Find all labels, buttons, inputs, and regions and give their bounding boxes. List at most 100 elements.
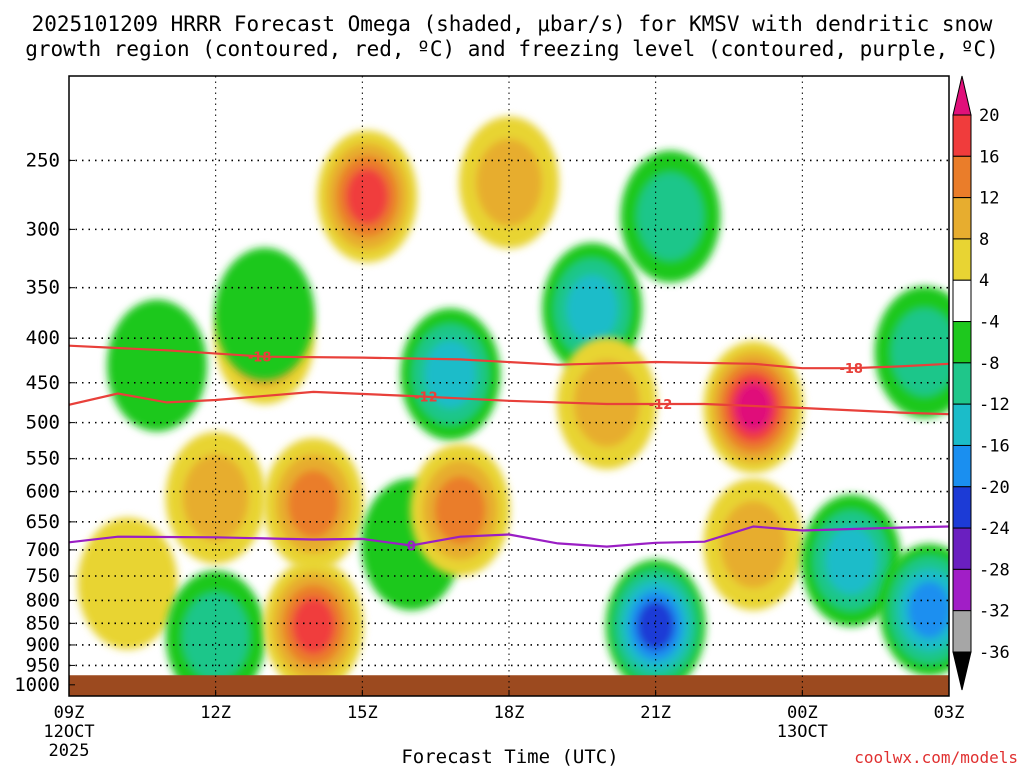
y-tick-label: 250 xyxy=(26,149,60,171)
omega-band xyxy=(637,600,675,651)
y-tick-label: 350 xyxy=(26,277,60,299)
omega-band xyxy=(214,247,315,380)
omega-colorbar: 20 16 12 8 4 -4 -8 -12 -16 -20 -24 -28 -32 -36 xyxy=(952,75,1010,691)
x-tick-label: 15Z xyxy=(347,703,378,723)
omega-feature-up-5 xyxy=(214,247,315,380)
y-tick-label: 900 xyxy=(26,634,60,656)
x-axis-label: Forecast Time (UTC) xyxy=(401,746,618,768)
colorbar-segment xyxy=(952,155,972,199)
colorbar-label: -24 xyxy=(979,519,1010,539)
colorbar-segment xyxy=(952,197,972,240)
y-tick-label: 550 xyxy=(26,448,60,470)
colorbar-segment xyxy=(952,321,972,364)
colorbar-segment xyxy=(952,568,972,612)
omega-band xyxy=(424,340,476,409)
omega-feature-down-18 xyxy=(703,478,804,611)
colorbar-segment xyxy=(952,486,972,529)
y-tick-label: 800 xyxy=(26,589,60,611)
omega-band xyxy=(292,597,335,654)
omega-feature-up-0 xyxy=(107,299,207,432)
x-tick-label: 09Z xyxy=(54,703,85,723)
omega-feature-down-11 xyxy=(410,444,511,577)
omega-band xyxy=(107,299,207,432)
colorbar-label: 16 xyxy=(979,147,999,167)
y-tick-label: 400 xyxy=(26,327,60,349)
omega-band xyxy=(637,172,704,261)
omega-band xyxy=(908,581,949,638)
colorbar-bottom-arrow xyxy=(952,651,972,691)
colorbar-segment xyxy=(952,362,972,405)
colorbar-label: 8 xyxy=(979,230,989,250)
omega-feature-up-9 xyxy=(400,308,501,441)
ground-terrain-bar xyxy=(69,675,949,696)
omega-feature-up-20 xyxy=(879,543,949,676)
chart-title-line1: 2025101209 HRRR Forecast Omega (shaded, … xyxy=(32,12,993,36)
colorbar-top-arrow xyxy=(952,75,972,116)
colorbar-segment xyxy=(952,238,972,281)
chart-title-line2: growth region (contoured, red, ºC) and f… xyxy=(25,37,999,61)
colorbar-segment xyxy=(952,444,972,488)
contour-label: -12 xyxy=(414,391,438,406)
x-tick-label: 12Z xyxy=(200,703,231,723)
omega-band xyxy=(720,500,787,589)
colorbar-label: -8 xyxy=(979,354,999,374)
x-tick-label: 21Z xyxy=(640,703,671,723)
omega-feature-down-4 xyxy=(165,431,266,564)
omega-feature-down-7 xyxy=(263,437,364,570)
colorbar-label: -16 xyxy=(979,436,1010,456)
omega-feature-down-6 xyxy=(317,130,418,263)
colorbar-label: -4 xyxy=(979,313,999,333)
omega-band xyxy=(825,526,877,595)
colorbar-label: -32 xyxy=(979,602,1010,622)
colorbar-segment xyxy=(952,114,972,157)
y-tick-label: 450 xyxy=(26,372,60,394)
colorbar-label: -20 xyxy=(979,478,1010,498)
contour-line-0 xyxy=(69,344,949,370)
x-tick-label: 00Z xyxy=(787,703,818,723)
contour-label: -12 xyxy=(649,398,673,413)
omega-band xyxy=(182,592,249,681)
x-tick-label: 03Z xyxy=(934,703,965,723)
omega-feature-down-8 xyxy=(263,559,364,692)
colorbar-label: 4 xyxy=(979,271,989,291)
colorbar-segment xyxy=(952,403,972,446)
x-tick-date: 12OCT xyxy=(43,722,94,742)
omega-feature-up-21 xyxy=(874,286,949,419)
omega-band xyxy=(475,138,543,227)
omega-band xyxy=(434,476,486,544)
y-tick-label: 650 xyxy=(26,511,60,533)
omega-feature-down-12 xyxy=(459,116,559,249)
omega-feature-up-16 xyxy=(605,559,706,692)
omega-shaded-field xyxy=(77,116,949,696)
y-tick-label: 750 xyxy=(26,565,60,587)
y-tick-label: 950 xyxy=(26,654,60,676)
contour-line-1 xyxy=(69,390,949,416)
colorbar-label: 20 xyxy=(979,106,999,126)
colorbar-segment xyxy=(952,279,972,323)
colorbar-segment xyxy=(952,527,972,570)
x-tick-year: 2025 xyxy=(49,741,90,761)
colorbar-label: 12 xyxy=(979,189,999,209)
temperature-contours: -18 -18 -12 -12 0 xyxy=(69,344,949,555)
x-tick-label: 18Z xyxy=(494,703,525,723)
y-tick-label: 500 xyxy=(26,412,60,434)
colorbar-label: -36 xyxy=(979,643,1010,663)
omega-feature-up-15 xyxy=(620,150,721,283)
watermark-text: coolwx.com/models xyxy=(854,748,1018,767)
omega-band xyxy=(345,168,389,225)
colorbar-label: -28 xyxy=(979,560,1010,580)
y-tick-label: 300 xyxy=(26,218,60,240)
y-axis-pressure: 2503003504004505005506006507007508008509… xyxy=(14,149,75,696)
omega-band xyxy=(287,470,340,538)
y-tick-label: 700 xyxy=(26,539,60,561)
contour-label: -18 xyxy=(839,362,863,377)
omega-band xyxy=(566,274,618,343)
x-tick-date: 13OCT xyxy=(777,722,828,742)
colorbar-segment xyxy=(952,610,972,653)
y-tick-label: 850 xyxy=(26,612,60,634)
contour-line-2 xyxy=(69,525,949,548)
y-tick-label: 1000 xyxy=(14,674,60,696)
y-tick-label: 600 xyxy=(26,481,60,503)
